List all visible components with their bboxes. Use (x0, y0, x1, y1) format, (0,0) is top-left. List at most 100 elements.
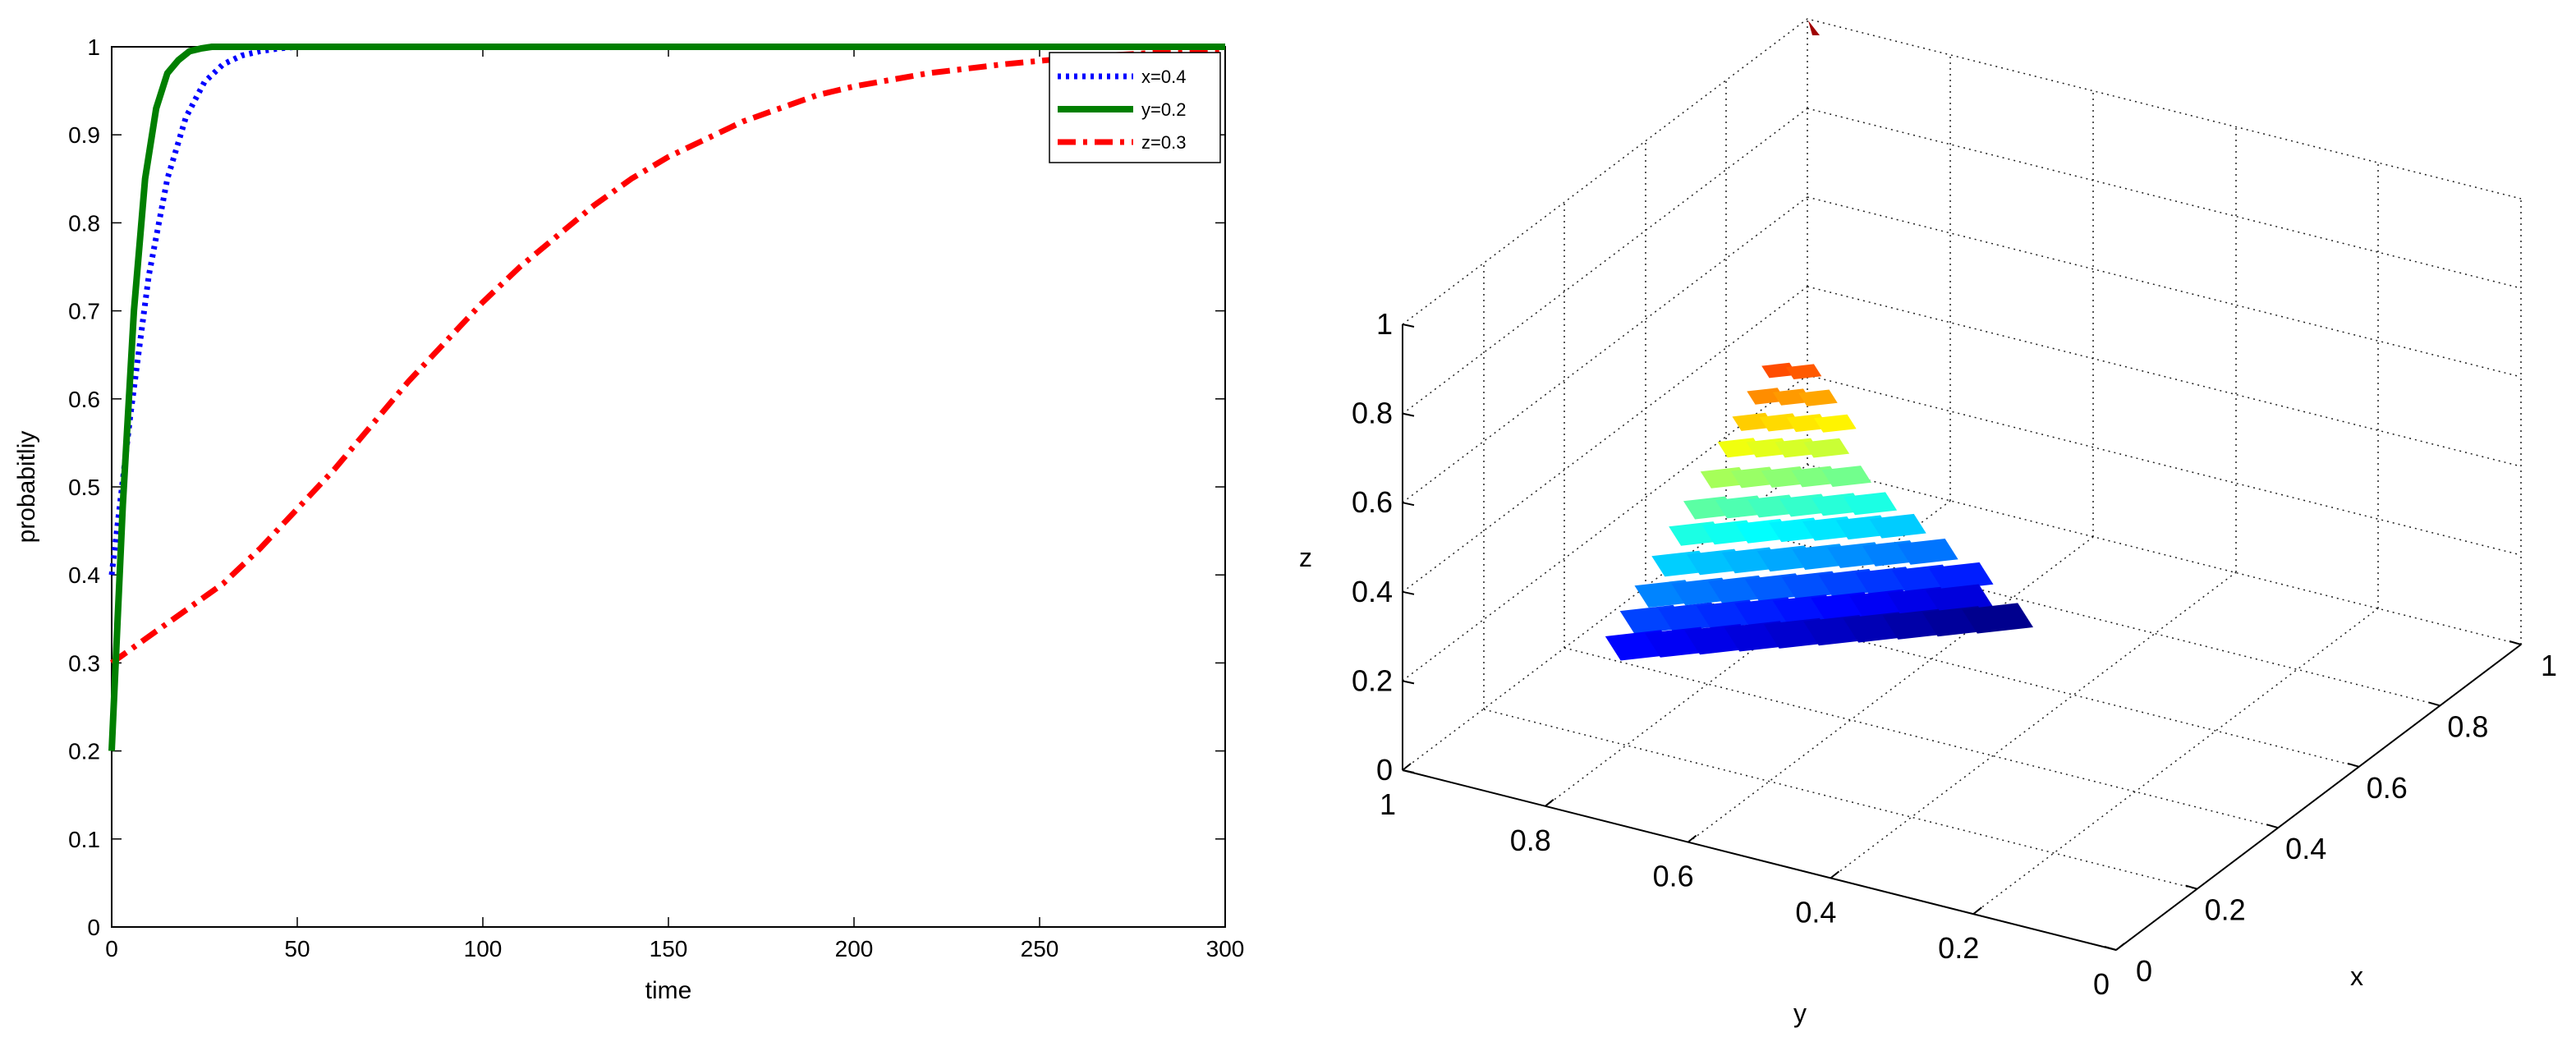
legend-label-z: z=0.3 (1141, 132, 1186, 153)
y-tick (2115, 943, 2125, 951)
surface-patch (1761, 362, 1798, 379)
x-axis-title: time (645, 977, 692, 1004)
z-tick (1402, 502, 1415, 507)
x-tick-label: 0 (2136, 954, 2152, 988)
y-tick-label: 0.1 (68, 827, 100, 852)
plot-frame (111, 46, 1226, 928)
surface-patch (1897, 539, 1958, 565)
y-axis-title: probabitliy (13, 431, 40, 544)
z-tick (1402, 324, 1415, 328)
y-tick-label: 0.8 (1510, 824, 1551, 857)
floor-gridline (1687, 536, 2094, 843)
floor-gridline (1830, 571, 2237, 879)
z-tick-label: 0.4 (1352, 575, 1393, 608)
y-axis-line (1402, 769, 2117, 951)
x-tick (2428, 701, 2441, 707)
x-tick (2347, 762, 2360, 768)
z-tick-label: 0 (1376, 753, 1393, 787)
x-tick-label: 0.2 (2205, 893, 2246, 927)
surface-patch (1928, 562, 1994, 590)
x-tick-label: 0.4 (2285, 832, 2326, 865)
y-tick-label: 0.2 (68, 739, 100, 764)
surface-patch (1821, 466, 1871, 487)
z-tick (1402, 769, 1415, 773)
surface-tip (1808, 21, 1820, 35)
legend: x=0.4 y=0.2 z=0.3 (1049, 52, 1221, 163)
y-tick (1830, 870, 1840, 879)
x-axis-line (2115, 644, 2522, 951)
wall-gridline (1402, 286, 1808, 593)
surface-patch (1785, 364, 1822, 379)
wall-gridline (1402, 108, 1808, 415)
y-tick-label: 0.9 (68, 122, 100, 148)
wall-gridline (1807, 374, 2522, 556)
y-tick-label: 0.7 (68, 299, 100, 324)
surface-patch (1869, 513, 1926, 539)
floor-gridline (1725, 525, 2441, 706)
y-tick-label: 0.3 (68, 650, 100, 676)
surface-patch (1962, 603, 2033, 634)
x-axis-title-3d: x (2350, 961, 2363, 991)
y-tick (1545, 799, 1554, 807)
x-tick-label: 0.6 (2367, 771, 2408, 805)
x-tick (2509, 640, 2522, 645)
y-tick (1687, 834, 1697, 843)
y-axis-title-3d: y (1793, 998, 1807, 1028)
legend-label-y: y=0.2 (1141, 99, 1186, 120)
x-tick (2104, 946, 2117, 951)
series-line-y (108, 44, 1225, 751)
y-tick-label: 0.5 (68, 475, 100, 500)
surface-patches (1605, 21, 2033, 661)
floor-gridline (1483, 709, 2198, 890)
z-axis-title: z (1299, 543, 1312, 572)
wall-gridline (1807, 108, 2522, 289)
z-tick-label: 1 (1376, 307, 1393, 341)
y-tick (1972, 906, 1982, 915)
wall-gridline (1402, 374, 1808, 681)
floor-gridline (1545, 500, 1951, 807)
z-tick-label: 0.8 (1352, 397, 1393, 430)
y-tick-label: 0 (87, 915, 100, 940)
wall-gridline (1807, 286, 2522, 467)
wall-gridline (1807, 196, 2522, 378)
x-tick-label: 0 (105, 936, 118, 961)
series-line-z (109, 47, 1226, 666)
x-tick-label: 300 (1206, 936, 1245, 961)
y-tick-label: 0.6 (68, 387, 100, 412)
y-tick-label: 0.2 (1938, 931, 1979, 965)
x-tick (2185, 884, 2197, 890)
z-tick-label: 0.2 (1352, 663, 1393, 697)
series-lines (108, 44, 1226, 751)
x-tick-labels: 0 50 100 150 200 250 300 (105, 936, 1244, 961)
z-tick (1402, 680, 1415, 685)
z-tick (1402, 412, 1415, 417)
y-tick-label: 0.8 (68, 210, 100, 236)
z-tick (1402, 590, 1415, 595)
z-tick-label: 0.6 (1352, 485, 1393, 519)
y-tick-label: 1 (87, 34, 100, 60)
x-tick-label: 100 (464, 936, 503, 961)
y-tick-label: 0 (2093, 967, 2110, 1001)
x-tick-label: 250 (1021, 936, 1059, 961)
floor-gridline (1564, 647, 2279, 828)
surface-patch (1798, 389, 1838, 406)
grid-3d (1402, 18, 2523, 951)
x-tick-label: 50 (284, 936, 310, 961)
x-tick-label: 0.8 (2447, 709, 2488, 743)
floor-outline (1402, 464, 2523, 951)
surface-patch (1843, 492, 1898, 516)
x-tick-label: 150 (650, 936, 688, 961)
legend-label-x: x=0.4 (1141, 67, 1186, 87)
surface-patch (1925, 584, 1994, 613)
y-tick-label: 0.4 (1795, 895, 1836, 929)
floor-gridline (1645, 586, 2360, 768)
y-tick-label: 1 (1380, 787, 1396, 821)
y-tick (1402, 763, 1412, 771)
top-back-edges (1402, 18, 2522, 325)
x-tick-label: 200 (835, 936, 874, 961)
y-tick-labels: 0 0.1 0.2 0.3 0.4 0.5 0.6 0.7 0.8 0.9 1 (68, 34, 100, 940)
axis-ticks-3d (1402, 324, 2522, 951)
